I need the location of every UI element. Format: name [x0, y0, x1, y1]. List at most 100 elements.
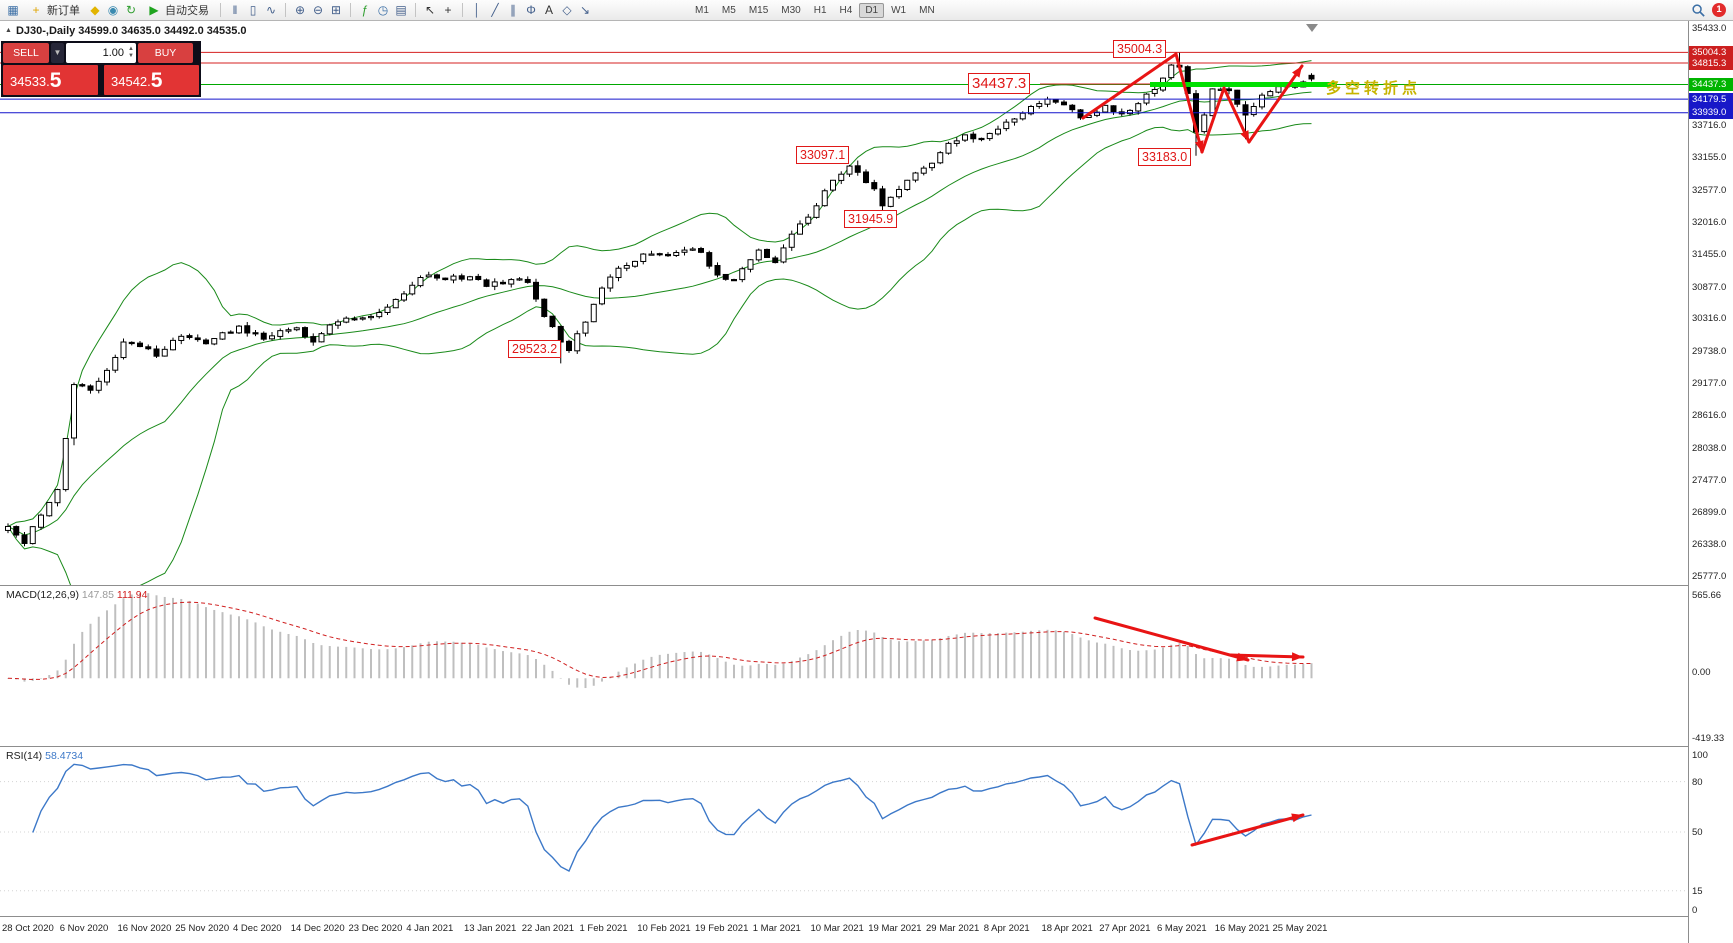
- stepper-up-icon[interactable]: ▲: [128, 46, 134, 52]
- order-type-dropdown[interactable]: ▼: [51, 43, 64, 63]
- date-label: 1 Mar 2021: [752, 923, 801, 934]
- vertical-line-icon[interactable]: │: [473, 2, 481, 17]
- one-click-trading-widget: SELL ▼ 1.00 ▲ ▼ BUY 34533. 5 34542. 5: [1, 41, 201, 97]
- rsi-value: 58.4734: [45, 750, 84, 762]
- price-level-badge: 33939.0: [1689, 106, 1733, 120]
- date-label: 23 Dec 2020: [348, 923, 403, 934]
- new-order-button[interactable]: + 新订单: [23, 1, 85, 19]
- separator-main-macd[interactable]: [0, 585, 1733, 586]
- price-annotation[interactable]: 35004.3: [1113, 40, 1167, 58]
- buy-price-display[interactable]: 34542. 5: [104, 65, 199, 95]
- notification-badge[interactable]: 1: [1712, 3, 1726, 17]
- timeframe-toolbar: M1 M5 M15 M30 H1 H4 D1 W1 MN: [689, 2, 941, 18]
- template-icon[interactable]: ▤: [395, 2, 407, 17]
- date-label: 8 Apr 2021: [983, 923, 1030, 934]
- zoom-out-icon[interactable]: ⊖: [312, 2, 324, 17]
- buy-button[interactable]: BUY: [138, 43, 193, 63]
- price-level-badge: 35004.3: [1689, 45, 1733, 59]
- volume-stepper[interactable]: ▲ ▼: [126, 46, 136, 60]
- cursor-icon[interactable]: ↖: [424, 2, 436, 17]
- sell-button[interactable]: SELL: [3, 43, 49, 63]
- price-scale: 35433.0 33716.0 33155.0 32577.0 32016.0 31455…: [1689, 21, 1733, 943]
- date-label: 25 May 2021: [1272, 923, 1328, 934]
- price-annotation[interactable]: 33183.0: [1138, 148, 1192, 166]
- timeframe-button-m15[interactable]: M15: [748, 4, 769, 16]
- new-order-icon: +: [32, 2, 40, 17]
- chart-title-bar: ▲ DJ30-,Daily 34599.0 34635.0 34492.0 345…: [5, 25, 247, 37]
- turning-point-note[interactable]: 多空转折点: [1326, 80, 1422, 97]
- price-annotation[interactable]: 29523.2: [508, 340, 562, 358]
- zoom-in-icon[interactable]: ⊕: [294, 2, 306, 17]
- price-level-badge: 34179.5: [1689, 92, 1733, 106]
- macd-panel[interactable]: [0, 587, 1688, 746]
- price-label: 28616.0: [1692, 409, 1727, 421]
- tile-windows-icon[interactable]: ⊞: [330, 2, 342, 17]
- macd-label: MACD(12,26,9) 147.85 111.94: [6, 589, 147, 601]
- line-chart-icon[interactable]: ∿: [265, 2, 277, 17]
- bollinger-bands: [7, 60, 1312, 585]
- period-icon[interactable]: ◷: [377, 2, 389, 17]
- price-label: 26899.0: [1692, 507, 1727, 519]
- profiles-icon[interactable]: ◉: [107, 2, 119, 17]
- bar-chart-icon[interactable]: ‖: [232, 2, 238, 17]
- refresh-icon[interactable]: ↻: [125, 2, 137, 17]
- toolbar-separator: [462, 3, 463, 17]
- crosshair-icon[interactable]: +: [444, 2, 452, 17]
- indicator-scale-label: 50: [1692, 827, 1703, 838]
- date-label: 18 Apr 2021: [1041, 923, 1093, 934]
- channel-icon[interactable]: ∥: [510, 2, 516, 17]
- date-label: 19 Mar 2021: [868, 923, 922, 934]
- date-axis: 28 Oct 2020 6 Nov 2020 16 Nov 2020 25 Nov 2…: [0, 917, 1688, 943]
- date-label: 14 Dec 2020: [290, 923, 345, 934]
- date-label: 10 Feb 2021: [637, 923, 691, 934]
- search-icon[interactable]: [1691, 3, 1706, 18]
- toolbar-separator: [220, 3, 221, 17]
- indicators-icon[interactable]: ƒ: [361, 2, 369, 17]
- date-label: 13 Jan 2021: [464, 923, 517, 934]
- date-label: 29 Mar 2021: [926, 923, 980, 934]
- trendline-icon[interactable]: ╱: [491, 2, 499, 17]
- timeframe-button-m1[interactable]: M1: [695, 4, 709, 16]
- price-label: 32577.0: [1692, 185, 1727, 197]
- price-label: 29177.0: [1692, 378, 1727, 390]
- rsi-panel[interactable]: [0, 748, 1688, 916]
- one-click-collapse-arrow[interactable]: ▲: [5, 27, 12, 34]
- arrows-icon[interactable]: ↘: [579, 2, 591, 17]
- price-chart-panel[interactable]: [0, 21, 1688, 585]
- timeframe-button-h4[interactable]: H4: [839, 4, 853, 16]
- volume-input[interactable]: 1.00 ▲ ▼: [66, 43, 136, 63]
- sell-price-display[interactable]: 34533. 5: [3, 65, 98, 95]
- market-watch-icon[interactable]: ◆: [90, 2, 100, 17]
- price-annotation[interactable]: 33097.1: [796, 146, 850, 164]
- buy-price-big-digit: 5: [150, 69, 163, 92]
- trend-arrow: [1228, 653, 1305, 659]
- timeframe-button-m5[interactable]: M5: [721, 4, 736, 16]
- chart-window-icon[interactable]: ▦: [7, 2, 19, 17]
- price-annotation[interactable]: 34437.3: [968, 73, 1031, 94]
- timeframe-button-h1[interactable]: H1: [813, 4, 827, 16]
- trend-arrow: [1174, 52, 1204, 154]
- macd-name: MACD(12,26,9): [6, 589, 79, 601]
- rsi-line: [32, 763, 1312, 872]
- fibonacci-icon[interactable]: Φ: [526, 2, 536, 17]
- timeframe-button-mn[interactable]: MN: [919, 4, 935, 16]
- shapes-icon[interactable]: ◇: [562, 2, 572, 17]
- price-label: 28038.0: [1692, 442, 1727, 454]
- separator-rsi-dates: [0, 916, 1733, 917]
- date-label: 28 Oct 2020: [2, 923, 54, 934]
- candlestick-chart-icon[interactable]: ▯: [249, 2, 257, 17]
- timeframe-button-w1[interactable]: W1: [891, 4, 907, 16]
- candles-layer: [5, 52, 1315, 547]
- price-label: 33155.0: [1692, 152, 1727, 164]
- timeframe-button-d1[interactable]: D1: [859, 2, 885, 18]
- separator-macd-rsi[interactable]: [0, 746, 1733, 747]
- timeframe-button-m30[interactable]: M30: [781, 4, 801, 16]
- stepper-down-icon[interactable]: ▼: [128, 53, 134, 59]
- date-label: 27 Apr 2021: [1099, 923, 1151, 934]
- price-label: 31455.0: [1692, 248, 1727, 260]
- text-icon[interactable]: A: [544, 2, 553, 17]
- price-label: 32016.0: [1692, 216, 1727, 228]
- price-annotation[interactable]: 31945.9: [844, 210, 898, 228]
- autotrading-button[interactable]: ▶ 自动交易: [141, 1, 214, 19]
- date-label: 25 Nov 2020: [175, 923, 230, 934]
